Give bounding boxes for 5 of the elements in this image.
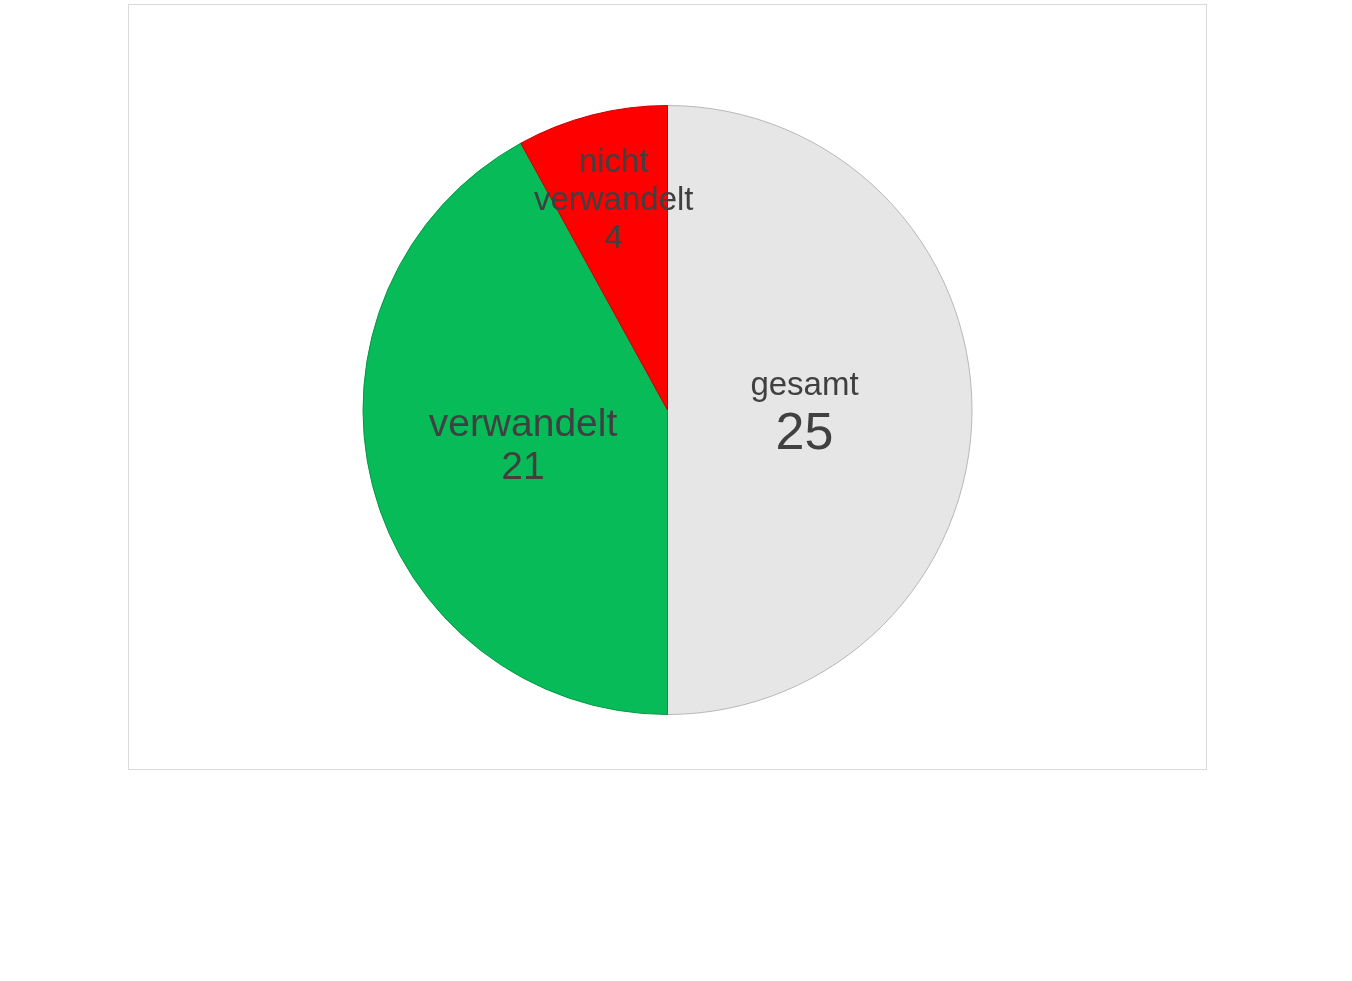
slice-label: gesamt: [750, 364, 859, 402]
data-label: 4: [604, 217, 623, 255]
data-label: 25: [775, 401, 834, 460]
slice-label: verwandelt: [428, 401, 618, 445]
data-label: 21: [501, 444, 545, 488]
